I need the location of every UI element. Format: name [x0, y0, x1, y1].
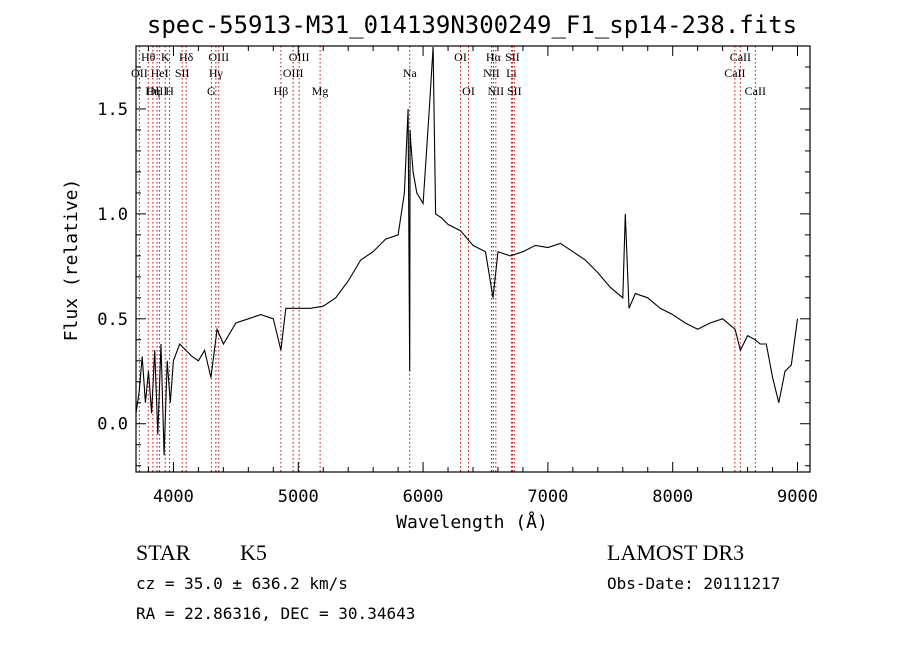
- line-label: H: [165, 84, 174, 98]
- x-tick-label: 9000: [777, 487, 818, 507]
- y-tick-label: 1.5: [97, 100, 128, 120]
- x-tick-label: 7000: [527, 487, 568, 507]
- line-label: HeI: [151, 66, 169, 80]
- plot-frame: [135, 45, 811, 473]
- line-label: K: [161, 50, 170, 64]
- object-class: STAR: [136, 540, 191, 565]
- line-label: OII: [131, 66, 148, 80]
- y-axis-ticks: 0.0 0.5 1.0 1.5: [97, 66, 810, 467]
- y-axis-label: Flux (relative): [61, 179, 82, 342]
- y-tick-label: 0.5: [97, 310, 128, 330]
- observation-date: Obs-Date: 20111217: [607, 574, 780, 593]
- line-label: Hδ: [179, 50, 194, 64]
- line-label: SII: [505, 50, 520, 64]
- line-label: Mg: [312, 84, 329, 98]
- line-label: CaII: [745, 84, 766, 98]
- line-label: Li: [506, 66, 517, 80]
- y-tick-label: 1.0: [97, 205, 128, 225]
- line-label: Hη: [145, 84, 160, 98]
- line-label: Na: [403, 66, 418, 80]
- line-label: OI: [454, 50, 467, 64]
- line-label: OIII: [289, 50, 310, 64]
- y-tick-label: 0.0: [97, 415, 128, 435]
- coordinates: RA = 22.86316, DEC = 30.34643: [136, 604, 415, 623]
- line-label: CaII: [724, 66, 745, 80]
- line-label: Hγ: [209, 66, 224, 80]
- line-label: Hβ: [274, 84, 289, 98]
- line-label: NII: [483, 66, 500, 80]
- line-label: SII: [507, 84, 522, 98]
- line-label: OI: [462, 84, 475, 98]
- x-axis-label: Wavelength (Å): [396, 511, 548, 533]
- x-axis-ticks: 4000 5000 6000 7000 8000 9000: [147, 46, 818, 507]
- redshift-velocity: cz = 35.0 ± 636.2 km/s: [136, 574, 348, 593]
- line-label: SII: [175, 66, 190, 80]
- spectrum-series: [135, 46, 799, 456]
- object-subclass: K5: [240, 540, 267, 565]
- chart-title: spec-55913-M31_014139N300249_F1_sp14-238…: [147, 11, 797, 39]
- line-label: G: [207, 84, 216, 98]
- spectrum-line: [135, 46, 799, 456]
- line-label: OIII: [208, 50, 229, 64]
- x-tick-label: 6000: [403, 487, 444, 507]
- line-label: OIII: [147, 84, 168, 98]
- x-tick-label: 4000: [153, 487, 194, 507]
- survey-name: LAMOST DR3: [607, 540, 744, 565]
- line-label: OIII: [283, 66, 304, 80]
- line-label: Hθ: [141, 50, 156, 64]
- line-label: NII: [488, 84, 505, 98]
- x-tick-label: 8000: [652, 487, 693, 507]
- line-label: Hα: [486, 50, 502, 64]
- x-tick-label: 5000: [278, 487, 319, 507]
- line-label: CaII: [730, 50, 751, 64]
